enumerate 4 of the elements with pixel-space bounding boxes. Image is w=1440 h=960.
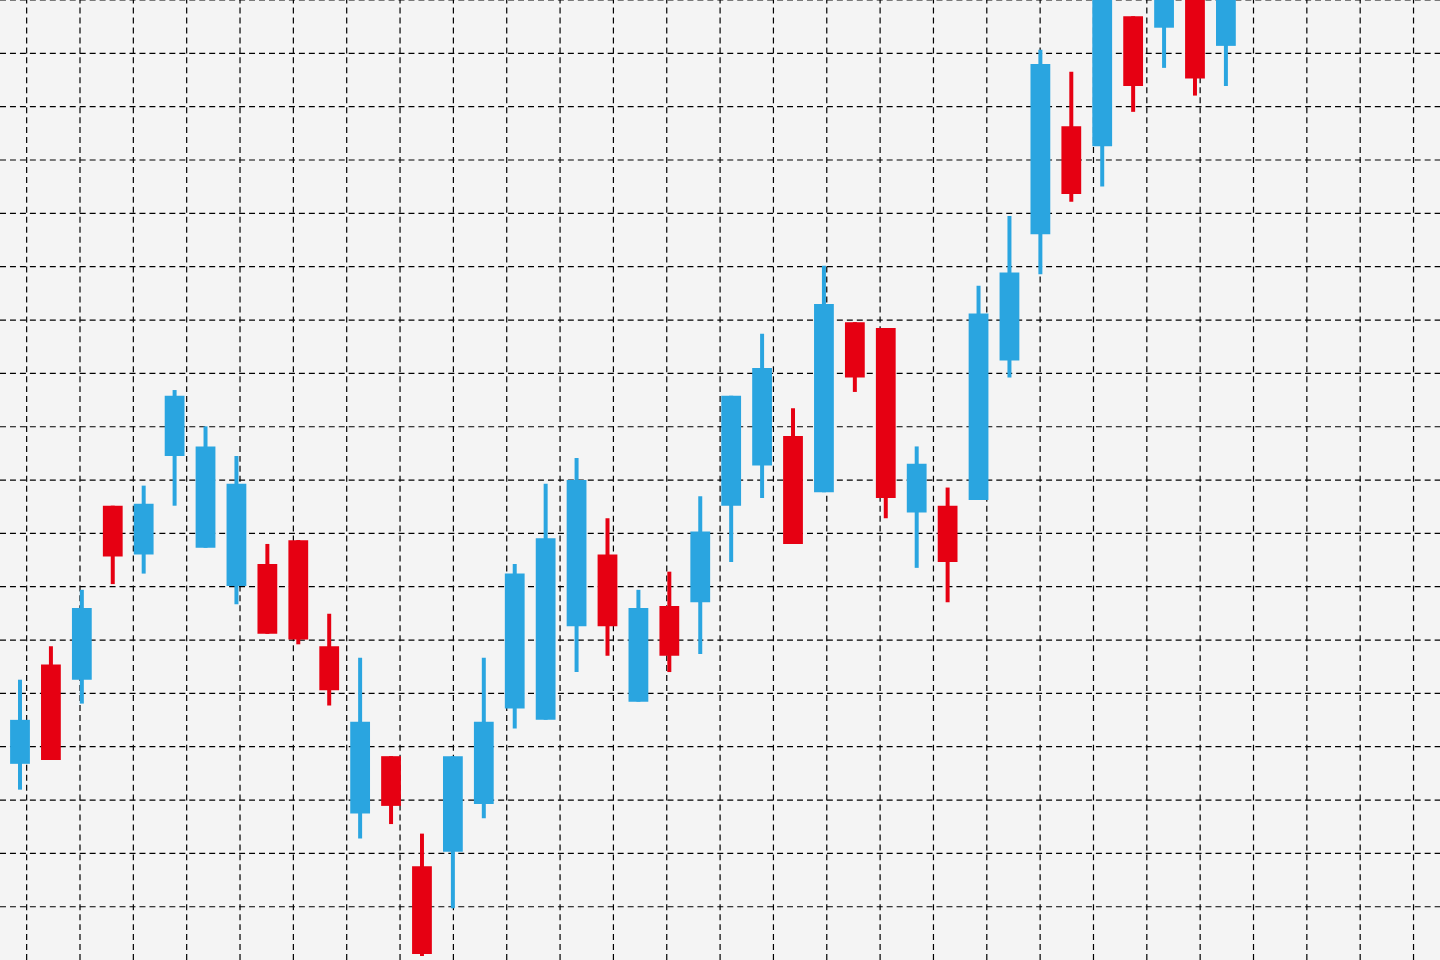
candlestick <box>319 611 340 708</box>
candlestick <box>1154 0 1174 70</box>
candlestick <box>10 677 30 792</box>
candlestick <box>1216 0 1236 89</box>
